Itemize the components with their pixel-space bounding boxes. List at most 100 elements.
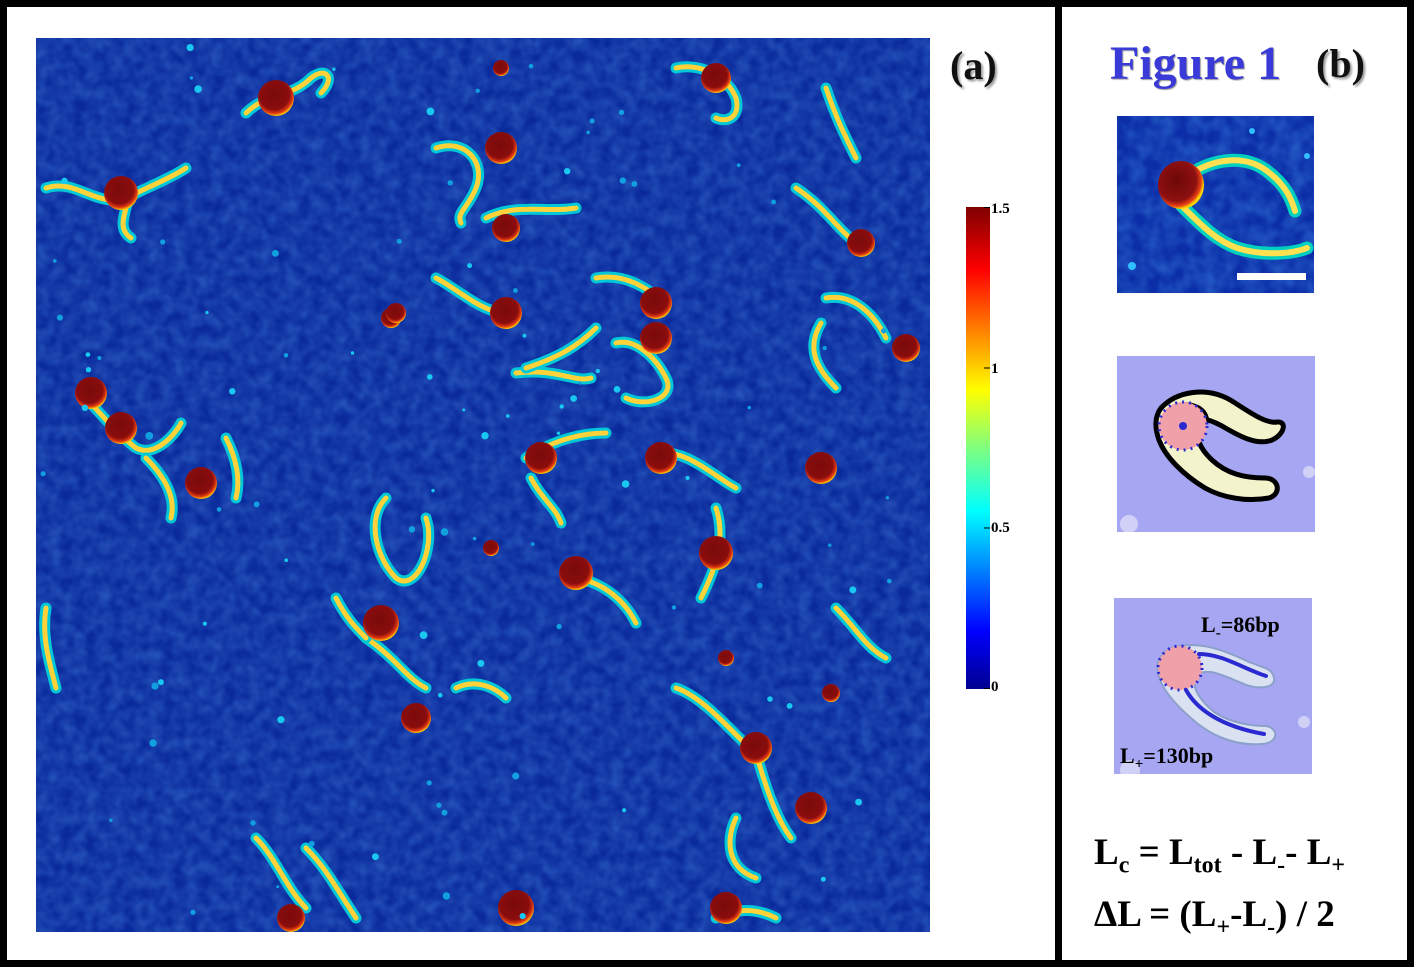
afm-speck xyxy=(189,76,194,80)
afm-strand xyxy=(333,595,369,641)
afm-nucleosome xyxy=(645,442,677,474)
afm-nucleosome xyxy=(490,297,522,329)
afm-speck xyxy=(372,853,379,861)
afm-nucleosome xyxy=(640,322,672,354)
afm-nucleosome xyxy=(892,334,920,362)
afm-speck xyxy=(284,558,288,562)
afm-speck xyxy=(513,288,518,293)
colorbar-tick-1-5: 1.5 xyxy=(991,201,1010,217)
afm-speck xyxy=(216,507,222,512)
afm-speck xyxy=(85,367,92,373)
afm-speck xyxy=(53,259,57,263)
afm-speck xyxy=(621,480,630,488)
afm-nucleosome xyxy=(105,412,137,444)
afm-speck xyxy=(419,631,428,639)
afm-speck xyxy=(332,67,336,71)
afm-strand xyxy=(613,339,671,405)
afm-speck xyxy=(477,659,485,667)
colorbar xyxy=(966,207,990,689)
afm-nucleosome xyxy=(277,904,305,932)
afm-speck xyxy=(427,374,433,380)
afm-speck xyxy=(613,386,621,393)
afm-speck xyxy=(822,346,827,351)
afm-speck xyxy=(186,44,194,52)
afm-nucleosome xyxy=(699,536,733,570)
afm-strand xyxy=(453,681,509,701)
afm-nucleosome xyxy=(386,303,406,323)
afm-strand xyxy=(811,320,839,391)
afm-nucleosome xyxy=(75,377,107,409)
afm-nucleosome xyxy=(805,452,837,484)
afm-speck xyxy=(828,543,832,547)
afm-speck xyxy=(631,181,638,187)
afm-speck xyxy=(85,352,91,357)
afm-speck xyxy=(396,238,402,244)
inset-afm-zoom xyxy=(1117,116,1314,293)
afm-speck xyxy=(685,475,690,481)
afm-speck xyxy=(277,716,285,724)
afm-speck xyxy=(40,471,46,477)
afm-strand xyxy=(483,205,579,221)
afm-speck xyxy=(528,63,534,69)
afm-speck xyxy=(589,118,595,124)
inset-length-sketch xyxy=(1114,598,1312,774)
afm-speck xyxy=(205,310,209,315)
afm-nucleosome xyxy=(258,80,294,116)
afm-speck xyxy=(426,780,432,786)
afm-strand xyxy=(363,635,429,691)
afm-strand xyxy=(528,475,564,526)
afm-speck xyxy=(481,432,489,440)
afm-speck xyxy=(440,528,449,536)
afm-speck xyxy=(467,263,473,269)
panel-b-label: (b) xyxy=(1316,41,1365,86)
afm-speck xyxy=(151,682,159,690)
afm-speck xyxy=(506,414,510,418)
afm-nucleosome xyxy=(640,287,672,319)
afm-speck xyxy=(472,536,477,541)
afm-speck xyxy=(881,328,887,334)
afm-speck xyxy=(578,381,582,385)
equation-delta-length: ΔL = (L+-L-) / 2 xyxy=(1094,894,1335,941)
afm-speck xyxy=(887,578,892,584)
afm-speck xyxy=(556,623,562,630)
afm-strand xyxy=(727,815,759,881)
afm-speck xyxy=(253,501,260,508)
afm-speck xyxy=(81,404,89,411)
afm-nucleosome xyxy=(701,63,731,93)
afm-nucleosome xyxy=(185,467,217,499)
afm-speck xyxy=(786,703,793,709)
afm-speck xyxy=(564,168,571,175)
afm-speck xyxy=(522,333,527,338)
afm-strand xyxy=(833,605,889,661)
afm-speck xyxy=(556,431,561,435)
afm-speck xyxy=(671,605,677,610)
afm-speck xyxy=(56,314,63,321)
afm-speck xyxy=(885,496,890,500)
afm-strand xyxy=(253,835,309,911)
afm-strand xyxy=(143,455,175,521)
afm-speck xyxy=(530,542,535,546)
afm-speck xyxy=(157,679,164,686)
afm-speck xyxy=(194,85,202,93)
afm-speck xyxy=(622,808,627,813)
afm-speck xyxy=(436,802,442,808)
afm-speck xyxy=(512,772,520,780)
afm-speck xyxy=(442,892,451,900)
afm-speck xyxy=(618,109,625,116)
afm-strand xyxy=(303,845,359,921)
l-minus-label: L-=86bp xyxy=(1201,612,1280,642)
scale-bar xyxy=(1237,273,1306,280)
afm-speck xyxy=(250,820,256,826)
equation-contour-length: Lc = Ltot - L-- L+ xyxy=(1094,832,1346,879)
colorbar-tick-1: 1 xyxy=(991,361,999,377)
afm-speck xyxy=(350,351,355,355)
afm-nucleosome xyxy=(822,684,840,702)
afm-strand xyxy=(523,325,599,371)
afm-strand xyxy=(42,605,59,691)
afm-nucleosome xyxy=(363,605,399,641)
afm-speck xyxy=(149,739,157,747)
panel-b-frame xyxy=(1055,0,1414,967)
afm-nucleosome xyxy=(525,442,557,474)
afm-speck xyxy=(756,582,763,589)
afm-speck xyxy=(475,88,480,93)
